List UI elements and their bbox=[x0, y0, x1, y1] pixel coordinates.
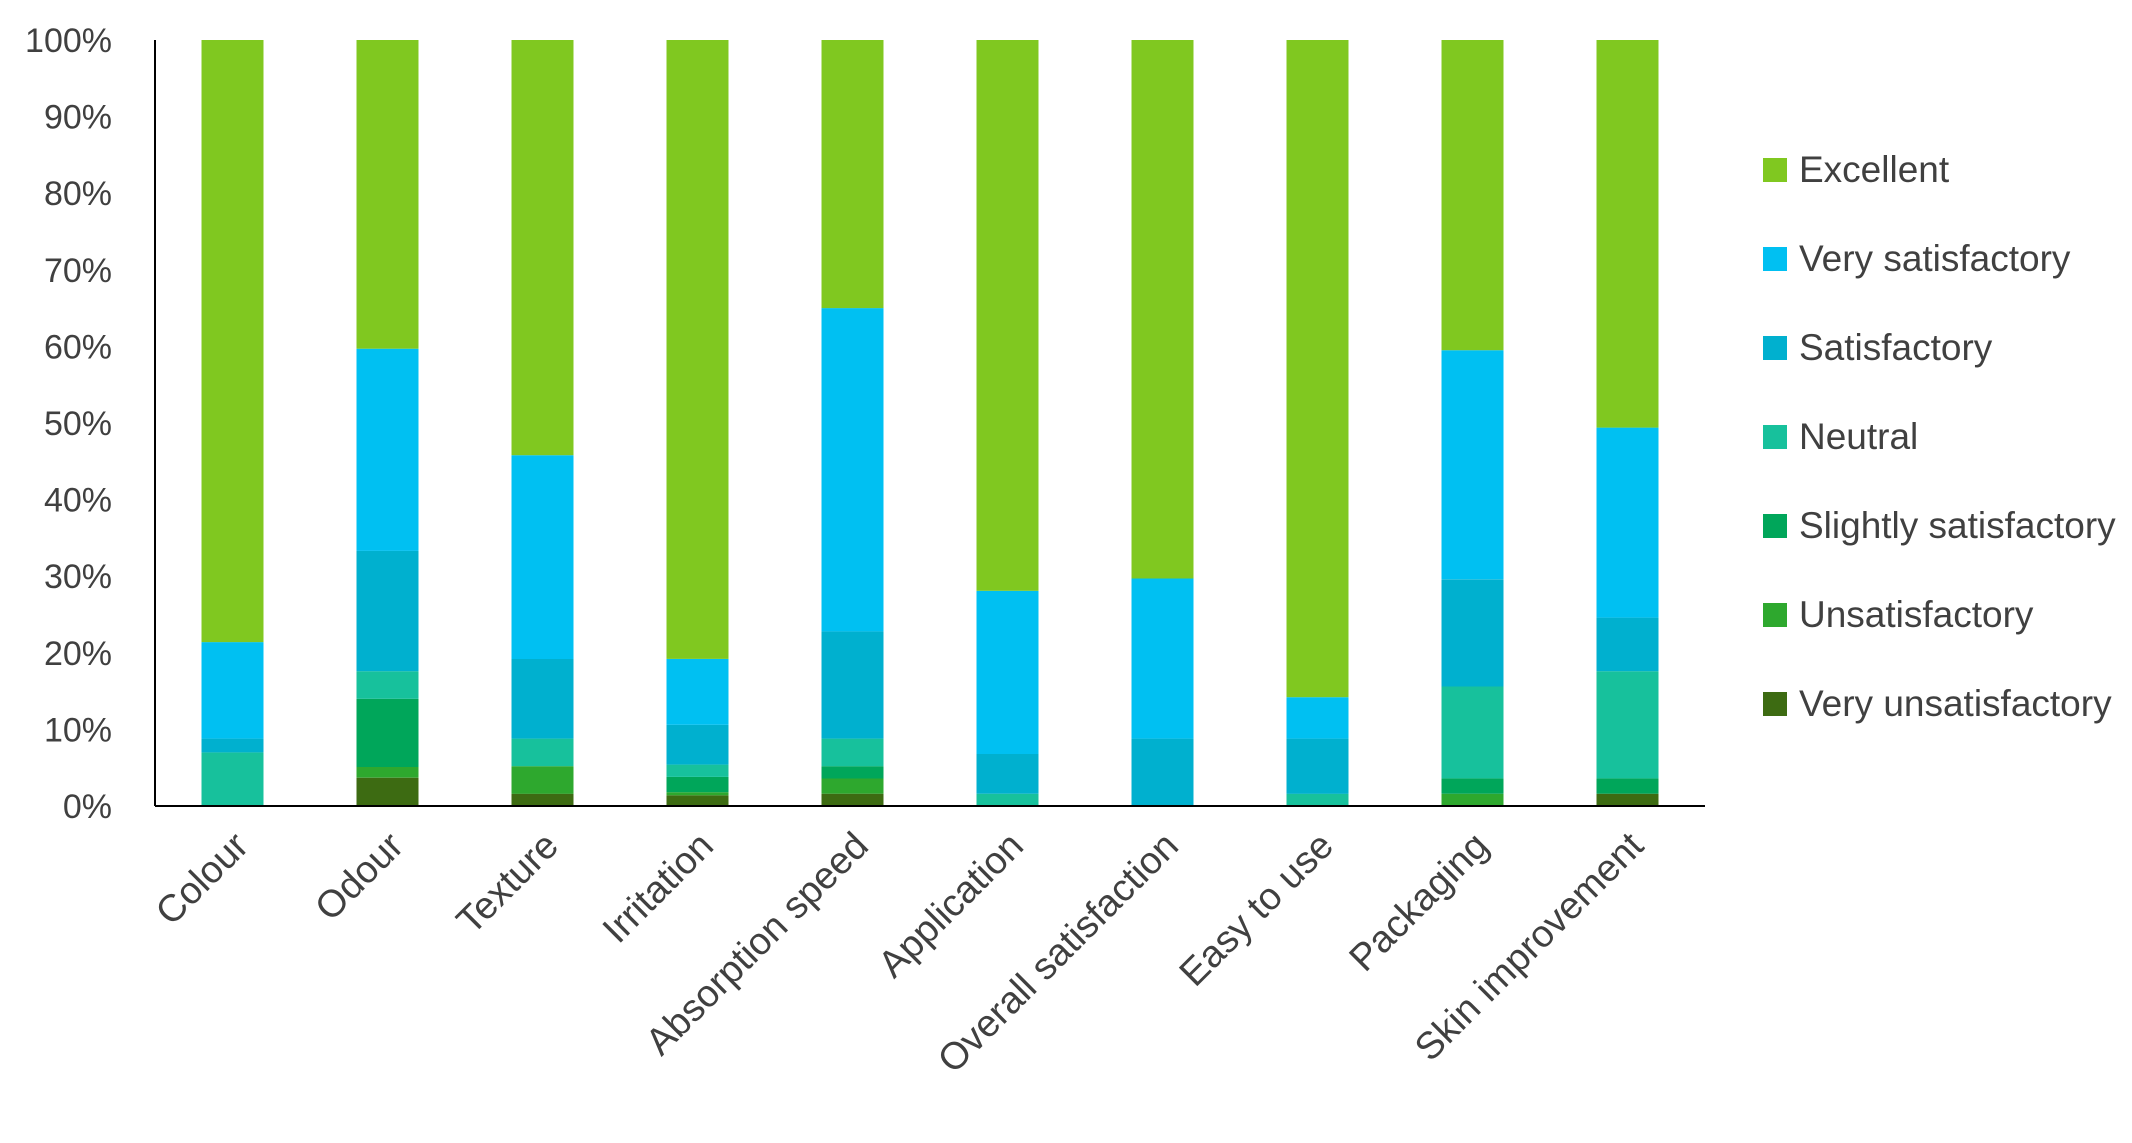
y-tick-label: 50% bbox=[44, 405, 112, 443]
legend-label: Very unsatisfactory bbox=[1799, 683, 2112, 724]
bar-segment bbox=[1441, 350, 1504, 580]
bar-segment bbox=[1441, 793, 1504, 806]
axes-group bbox=[154, 40, 1705, 807]
legend-label: Satisfactory bbox=[1799, 327, 1993, 368]
bar-segment bbox=[1596, 793, 1659, 806]
bar-segment bbox=[356, 698, 419, 767]
bar-segment bbox=[1441, 778, 1504, 794]
bar-segment bbox=[821, 793, 884, 806]
legend-label: Very satisfactory bbox=[1799, 238, 2071, 279]
bar-segment bbox=[821, 631, 884, 739]
bar-segment bbox=[666, 658, 729, 725]
bar-segment bbox=[666, 724, 729, 765]
bar-segment bbox=[356, 550, 419, 672]
legend-label: Slightly satisfactory bbox=[1799, 505, 2116, 546]
bar-segment bbox=[511, 658, 574, 739]
bar-segment bbox=[1286, 697, 1349, 739]
bar-segment bbox=[1596, 617, 1659, 672]
bar-segment bbox=[1286, 738, 1349, 794]
bar-segment bbox=[666, 40, 729, 659]
legend-label: Neutral bbox=[1799, 416, 1918, 457]
bar-segment bbox=[1596, 778, 1659, 794]
legend-swatch bbox=[1763, 514, 1787, 538]
bar-segment bbox=[1441, 686, 1504, 779]
bar-segment bbox=[821, 40, 884, 309]
bar-segment bbox=[1286, 793, 1349, 806]
bars-group bbox=[201, 40, 1659, 806]
legend: Excellent Very satisfactory Satisfactory Ne… bbox=[1763, 149, 2116, 724]
bar-segment bbox=[666, 776, 729, 793]
y-tick-label: 0% bbox=[63, 788, 112, 826]
bar-segment bbox=[1441, 40, 1504, 351]
y-tick-label: 70% bbox=[44, 252, 112, 290]
bar-segment bbox=[511, 40, 574, 456]
x-category-label: Application bbox=[871, 825, 1032, 986]
x-category-label: Texture bbox=[449, 825, 567, 943]
legend-swatch bbox=[1763, 247, 1787, 271]
y-tick-label: 20% bbox=[44, 635, 112, 673]
y-tick-label: 80% bbox=[44, 175, 112, 213]
bar-segment bbox=[666, 764, 729, 777]
legend-swatch bbox=[1763, 336, 1787, 360]
bar-segment bbox=[1596, 40, 1659, 428]
y-tick-label: 60% bbox=[44, 328, 112, 366]
bar-segment bbox=[1131, 738, 1194, 806]
bar-segment bbox=[511, 738, 574, 767]
bar-segment bbox=[976, 793, 1039, 806]
bar-segment bbox=[201, 738, 264, 753]
legend-swatch bbox=[1763, 158, 1787, 182]
legend-label: Unsatisfactory bbox=[1799, 594, 2034, 635]
y-tick-label: 10% bbox=[44, 711, 112, 749]
bar-segment bbox=[821, 308, 884, 632]
bar-segment bbox=[1441, 579, 1504, 687]
bar-segment bbox=[1131, 578, 1194, 739]
y-tick-label: 30% bbox=[44, 558, 112, 596]
bar-segment bbox=[976, 753, 1039, 794]
y-tick-labels: 0% 10% 20% 30% 40% 50% 60% 70% 80% 90% 100% bbox=[25, 22, 112, 826]
x-category-label: Odour bbox=[307, 824, 412, 929]
bar-segment bbox=[976, 40, 1039, 591]
y-tick-label: 100% bbox=[25, 22, 112, 60]
bar-segment bbox=[976, 590, 1039, 754]
y-tick-label: 90% bbox=[44, 99, 112, 137]
bar-segment bbox=[821, 778, 884, 794]
legend-swatch bbox=[1763, 603, 1787, 627]
bar-segment bbox=[356, 766, 419, 778]
bar-segment bbox=[201, 40, 264, 643]
bar-segment bbox=[201, 642, 264, 739]
bar-segment bbox=[356, 671, 419, 699]
bar-segment bbox=[821, 738, 884, 767]
bar-segment bbox=[821, 766, 884, 779]
legend-swatch bbox=[1763, 425, 1787, 449]
y-tick-label: 40% bbox=[44, 482, 112, 520]
bar-segment bbox=[1131, 40, 1194, 579]
bar-segment bbox=[1596, 427, 1659, 618]
bar-segment bbox=[201, 752, 264, 806]
bar-segment bbox=[511, 455, 574, 659]
x-category-label: Colour bbox=[148, 824, 257, 933]
x-category-label: Easy to use bbox=[1172, 825, 1342, 995]
bar-segment bbox=[511, 766, 574, 794]
bar-segment bbox=[1596, 671, 1659, 779]
x-category-label: Packaging bbox=[1342, 825, 1497, 980]
bar-segment bbox=[666, 792, 729, 796]
bar-segment bbox=[356, 348, 419, 551]
legend-label: Excellent bbox=[1799, 149, 1950, 190]
bar-segment bbox=[356, 777, 419, 806]
bar-segment bbox=[666, 795, 729, 806]
bar-segment bbox=[1286, 40, 1349, 698]
bar-segment bbox=[356, 40, 419, 349]
bar-segment bbox=[511, 793, 574, 806]
legend-swatch bbox=[1763, 692, 1787, 716]
x-category-label: Irritation bbox=[595, 825, 722, 952]
